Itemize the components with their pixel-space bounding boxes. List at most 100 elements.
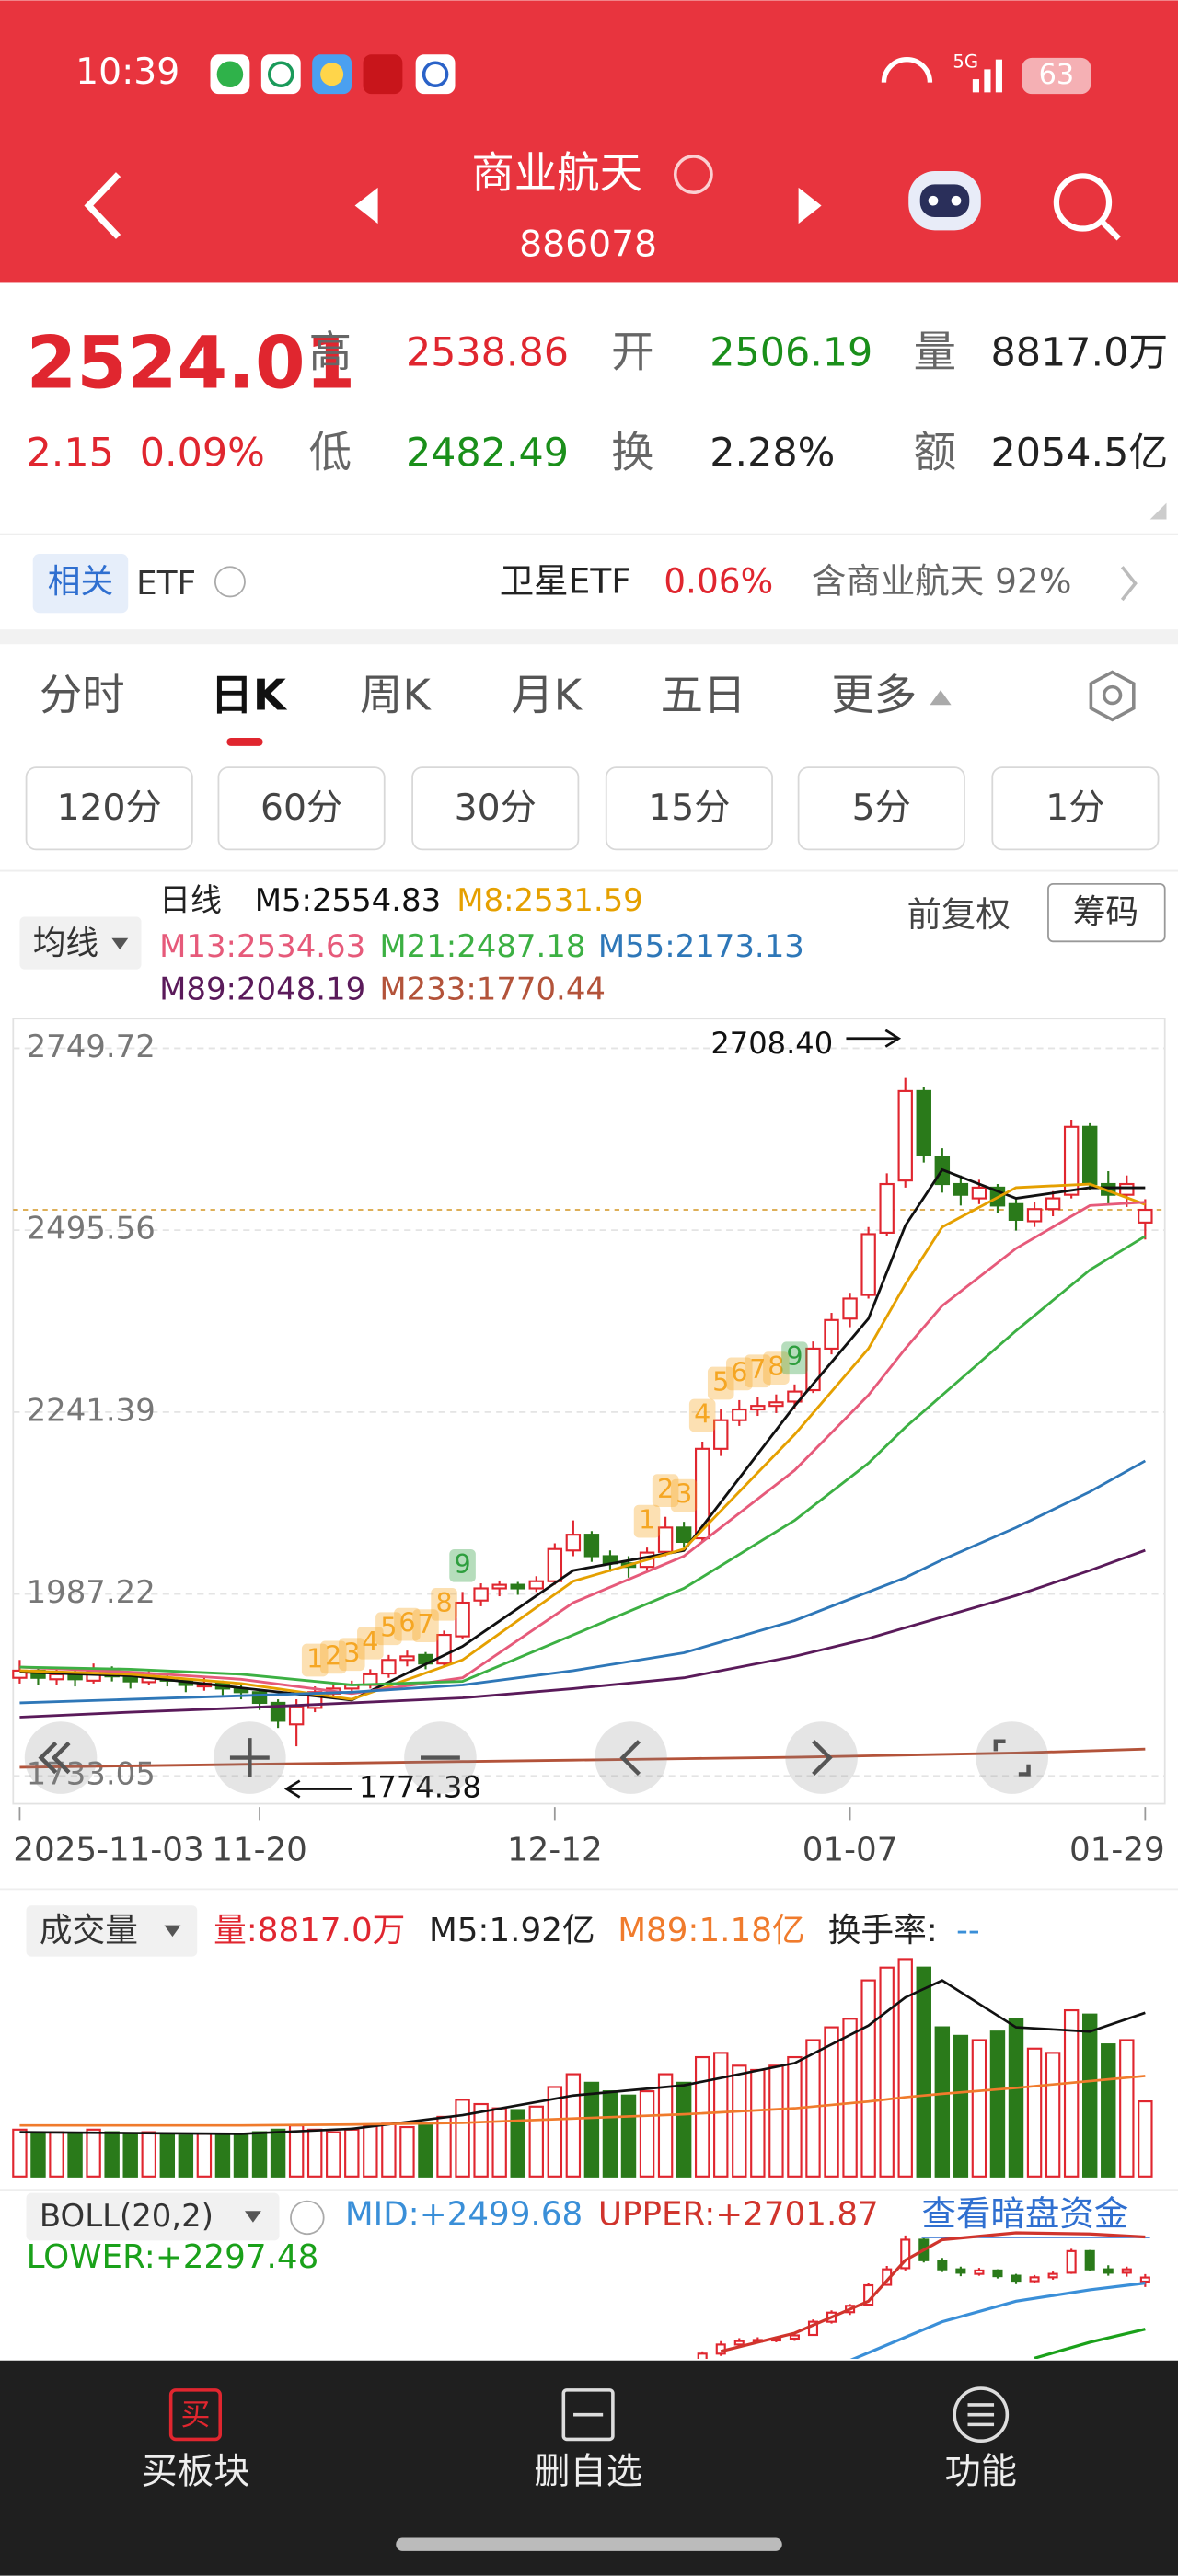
back-button[interactable] — [84, 172, 121, 239]
minute-tab-box[interactable] — [797, 766, 965, 851]
help-icon[interactable] — [290, 2200, 325, 2236]
tab-indicator — [226, 737, 263, 746]
candle-body — [1084, 2249, 1095, 2271]
minute-tab: 120分 — [57, 788, 162, 829]
status-time: 10:39 — [75, 52, 179, 93]
dropdown — [164, 1925, 181, 1938]
td-badge — [357, 1626, 384, 1660]
etf-holding: 含商业航天 92% — [812, 561, 1072, 602]
volume-indicator: 成交量 — [40, 1912, 138, 1949]
candle-body — [879, 1182, 895, 1234]
help-icon[interactable] — [214, 566, 246, 598]
candle-body — [1138, 1208, 1153, 1224]
minute-tab: 30分 — [455, 788, 537, 829]
next-button[interactable] — [798, 187, 822, 224]
volume-bar — [344, 2128, 360, 2178]
tab[interactable]: 周K — [360, 671, 432, 720]
volume-bar — [12, 2128, 28, 2178]
td-label: 9 — [454, 1548, 470, 1580]
volume-bar — [897, 1958, 913, 2178]
candle-body — [937, 2260, 948, 2271]
tab[interactable]: 日K — [211, 671, 288, 720]
header-title: 商业航天 — [471, 148, 642, 198]
field-label: 额 — [914, 427, 956, 477]
candle-body — [897, 1089, 913, 1182]
volume-bar — [787, 2055, 803, 2178]
assistant-icon[interactable] — [908, 171, 981, 231]
volume-bar — [251, 2131, 268, 2178]
candle-body — [992, 2269, 1003, 2278]
boll-select[interactable] — [26, 2192, 280, 2241]
header-bg — [0, 0, 1178, 283]
tab[interactable]: 五日 — [661, 671, 746, 720]
field-value: 8817.0万 — [990, 329, 1168, 375]
settings-dot — [1102, 684, 1123, 706]
nav-item[interactable]: 买板块 — [142, 2451, 250, 2492]
adjust[interactable]: 前复权 — [907, 894, 1010, 935]
minute-tab-box[interactable] — [217, 766, 386, 851]
turnover-value: -- — [956, 1912, 980, 1949]
volume-ma-label: M5:1.92亿 — [429, 1912, 595, 1949]
candle-body — [1011, 2274, 1022, 2283]
minute-tab-box[interactable] — [605, 766, 773, 851]
boll-chart: MID:+2499.68 UPPER:+2701.87 LOWER:+2297.48 — [27, 2196, 1150, 2359]
volume-bar — [306, 2128, 323, 2178]
search-icon[interactable] — [1053, 173, 1121, 241]
volume-bar — [326, 2131, 341, 2178]
volume-select[interactable] — [26, 1905, 198, 1957]
minute-tab-box[interactable] — [25, 766, 193, 851]
volume-label: 量:8817.0万 — [214, 1912, 405, 1949]
minute-tab: 60分 — [260, 788, 342, 829]
td-label: 6 — [731, 1356, 747, 1387]
band — [0, 629, 1178, 645]
volume-bar — [196, 2133, 213, 2178]
tab[interactable]: 月K — [511, 671, 583, 720]
quote-fields: 高 2538.86 开 2506.19 量 8817.0万低 2482.49 换 2.28% 额 2… — [309, 327, 1169, 477]
tab[interactable]: 更多 — [831, 671, 917, 720]
indicator-select[interactable] — [19, 916, 142, 970]
td-badge — [301, 1643, 329, 1677]
y-tick-label: 2749.72 — [27, 1029, 156, 1064]
line — [19, 1201, 1146, 1696]
etf-label: ETF — [136, 565, 196, 603]
svg-text:买: 买 — [180, 2397, 210, 2432]
info-icon[interactable] — [673, 155, 713, 195]
minute-tab-box[interactable] — [991, 766, 1160, 851]
nav-icons: 买 — [168, 2386, 1010, 2444]
tab[interactable]: 分时 — [40, 671, 125, 720]
line — [1034, 2328, 1146, 2359]
volume-bar — [1081, 2013, 1098, 2178]
volume-bar — [122, 2133, 138, 2178]
field-label: 开 — [611, 327, 653, 376]
candle-body — [768, 1401, 784, 1408]
td-label: 7 — [749, 1353, 766, 1385]
chevron[interactable] — [1120, 566, 1138, 602]
x-tick-label: 12-12 — [507, 1831, 603, 1869]
x-tick-label: 11-20 — [212, 1831, 307, 1869]
minute-tab-box[interactable] — [411, 766, 580, 851]
candle-body — [1063, 1125, 1080, 1196]
line — [849, 2282, 1146, 2359]
volume-chart: M5:1.92亿 M89:1.18亿 — [12, 1912, 1153, 2178]
home-indicator — [396, 2537, 782, 2551]
prev-button[interactable] — [354, 187, 378, 224]
etf-name[interactable]: 卫星ETF — [500, 561, 631, 602]
td-label: 2 — [657, 1473, 674, 1504]
volume-bar — [694, 2055, 710, 2178]
etf-tag-bg — [32, 554, 129, 614]
nav-item[interactable]: 功能 — [945, 2451, 1018, 2492]
scroll-left[interactable] — [24, 1721, 98, 1794]
settings-icon[interactable] — [1089, 670, 1136, 722]
candle-body — [750, 1405, 766, 1411]
chips-button[interactable] — [1047, 882, 1166, 943]
annotation: 2708.40 — [710, 1026, 833, 1061]
volume-bar — [824, 2026, 839, 2178]
boll-indicator: BOLL(20,2) — [40, 2198, 214, 2234]
step-right[interactable] — [785, 1721, 858, 1794]
volume-bar — [399, 2125, 415, 2178]
step-left[interactable] — [595, 1721, 667, 1794]
fullscreen[interactable] — [976, 1721, 1048, 1794]
dark-pool-link[interactable]: 查看暗盘资金 — [922, 2193, 1129, 2234]
nav-item[interactable]: 删自选 — [534, 2451, 642, 2492]
